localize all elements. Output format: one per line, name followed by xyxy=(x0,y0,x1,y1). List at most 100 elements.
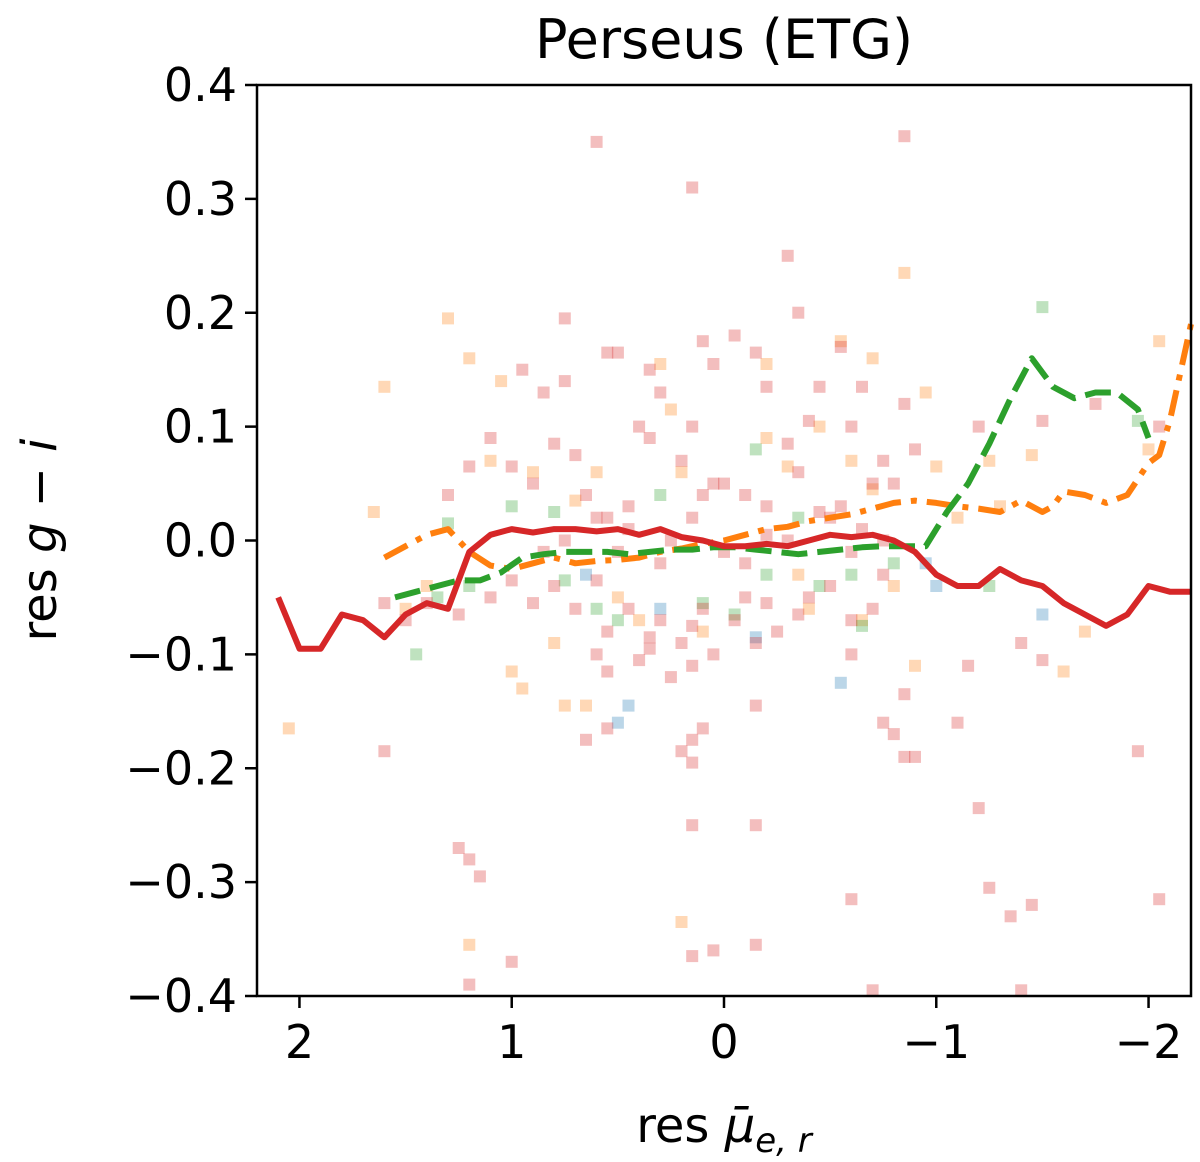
scatter-point-red xyxy=(686,756,699,769)
scatter-point-red xyxy=(452,608,465,621)
scatter-point-red xyxy=(728,614,741,627)
scatter-point-red xyxy=(834,500,847,513)
scatter-point-red xyxy=(601,625,614,638)
scatter-point-red xyxy=(887,477,900,490)
scatter-point-orange xyxy=(505,665,518,678)
scatter-point-red xyxy=(569,602,582,615)
y-tick-label: −0.1 xyxy=(125,627,237,681)
scatter-point-red xyxy=(558,312,571,325)
scatter-point-red xyxy=(845,648,858,661)
scatter-point-red xyxy=(760,500,773,513)
scatter-point-red xyxy=(664,534,677,547)
scatter-point-orange xyxy=(866,352,879,365)
scatter-point-red xyxy=(696,602,709,615)
scatter-point-orange xyxy=(484,454,497,467)
scatter-point-red xyxy=(463,853,476,866)
scatter-point-red xyxy=(1153,893,1166,906)
scatter-point-red xyxy=(951,716,964,729)
y-axis-label-prefix: res xyxy=(12,553,68,641)
scatter-point-red xyxy=(548,580,561,592)
scatter-point-green xyxy=(887,557,900,570)
scatter-point-orange xyxy=(760,358,773,370)
scatter-point-orange xyxy=(802,602,815,615)
scatter-point-red xyxy=(749,346,762,359)
scatter-point-red xyxy=(643,631,656,644)
scatter-point-red xyxy=(675,454,688,467)
y-tick-label: 0.1 xyxy=(164,400,237,454)
scatter-point-blue xyxy=(749,631,762,644)
scatter-point-red xyxy=(527,477,539,490)
y-axis-label-math: g − i xyxy=(12,438,68,553)
scatter-point-green xyxy=(728,608,741,621)
scatter-point-red xyxy=(707,477,720,490)
scatter-point-red xyxy=(686,659,699,672)
scatter-point-orange xyxy=(1078,625,1091,638)
scatter-point-green xyxy=(792,511,805,524)
scatter-point-red xyxy=(473,870,486,883)
scatter-point-red xyxy=(590,574,603,587)
scatter-point-orange xyxy=(580,699,592,712)
scatter-point-red xyxy=(527,597,539,610)
scatter-point-green xyxy=(431,591,444,604)
scatter-point-orange xyxy=(919,386,932,399)
scatter-point-red xyxy=(898,688,911,701)
scatter-point-red xyxy=(845,614,858,627)
scatter-point-red xyxy=(972,420,985,433)
scatter-point-red xyxy=(749,699,762,712)
scatter-point-red xyxy=(1131,745,1144,758)
x-axis-label-sub: e, r xyxy=(755,1121,814,1161)
scatter-point-red xyxy=(749,637,762,649)
scatter-point-green xyxy=(410,648,423,661)
scatter-point-orange xyxy=(495,375,508,388)
scatter-point-orange xyxy=(760,432,773,444)
scatter-point-red xyxy=(580,733,592,746)
scatter-point-orange xyxy=(664,403,677,416)
scatter-point-green xyxy=(611,614,624,627)
scatter-point-red xyxy=(590,648,603,661)
scatter-point-red xyxy=(983,881,996,894)
scatter-point-red xyxy=(633,654,646,667)
scatter-point-red xyxy=(484,432,497,444)
scatter-point-orange xyxy=(887,580,900,592)
scatter-point-red xyxy=(866,477,879,490)
scatter-point-red xyxy=(686,181,699,194)
scatter-point-orange xyxy=(909,659,921,672)
scatter-point-orange xyxy=(463,352,476,365)
y-axis-label: res g − i xyxy=(12,438,68,642)
scatter-point-red xyxy=(686,619,699,632)
scatter-point-orange xyxy=(792,568,805,581)
scatter-point-orange xyxy=(558,699,571,712)
scatter-point-red xyxy=(707,358,720,370)
scatter-point-orange xyxy=(378,380,391,393)
x-tick-label: −2 xyxy=(1115,1015,1183,1069)
scatter-point-red xyxy=(707,944,720,957)
scatter-point-red xyxy=(749,819,762,832)
scatter-point-red xyxy=(898,750,911,763)
scatter-point-red xyxy=(654,386,667,399)
scatter-point-red xyxy=(601,722,614,735)
scatter-point-red xyxy=(877,568,890,581)
scatter-point-orange xyxy=(898,266,911,279)
scatter-point-red xyxy=(1015,637,1028,649)
scatter-point-red xyxy=(601,665,614,678)
scatter-point-red xyxy=(378,745,391,758)
scatter-point-green xyxy=(590,602,603,615)
scatter-point-red xyxy=(696,489,709,501)
scatter-point-green xyxy=(696,597,709,610)
scatter-layer xyxy=(282,130,1166,997)
scatter-point-blue xyxy=(834,676,847,689)
scatter-point-red xyxy=(654,557,667,570)
scatter-point-red xyxy=(813,380,826,393)
scatter-point-orange xyxy=(282,722,295,735)
scatter-point-red xyxy=(537,386,550,399)
scatter-point-red xyxy=(601,511,614,524)
scatter-point-red xyxy=(569,449,582,462)
scatter-point-orange xyxy=(633,614,646,627)
scatter-point-red xyxy=(866,602,879,615)
scatter-point-red xyxy=(1089,397,1102,410)
scatter-point-orange xyxy=(1142,443,1155,456)
scatter-point-red xyxy=(590,511,603,524)
scatter-point-orange xyxy=(866,483,879,496)
scatter-point-green xyxy=(749,443,762,456)
scatter-point-red xyxy=(749,938,762,951)
